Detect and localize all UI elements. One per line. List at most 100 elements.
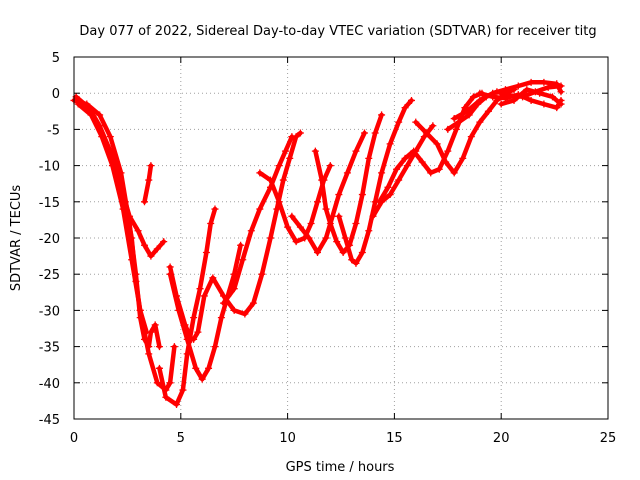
x-tick-label: 0 <box>70 431 78 446</box>
data-series <box>190 129 304 343</box>
x-tick-label: 15 <box>386 431 403 446</box>
data-point <box>181 321 189 329</box>
data-point <box>427 169 435 177</box>
data-series <box>70 96 163 351</box>
data-point <box>318 176 326 184</box>
data-point <box>140 241 148 249</box>
data-point <box>256 205 264 213</box>
data-point <box>202 248 210 256</box>
y-tick-label: -25 <box>39 268 60 283</box>
data-point <box>211 205 219 213</box>
data-point <box>476 118 484 126</box>
series-line <box>167 264 194 342</box>
x-axis-label: GPS time / hours <box>286 460 395 475</box>
data-point <box>322 234 330 242</box>
data-point <box>339 248 347 256</box>
data-point <box>459 154 467 162</box>
data-point <box>220 299 228 307</box>
y-tick-label: -45 <box>39 413 60 428</box>
data-point <box>85 104 93 112</box>
data-point <box>463 107 471 115</box>
data-series <box>140 162 155 206</box>
data-series <box>369 122 437 220</box>
data-point <box>465 111 473 119</box>
data-point <box>484 107 492 115</box>
data-series <box>375 89 486 206</box>
data-point <box>108 154 116 162</box>
data-point <box>540 78 548 86</box>
x-tick-label: 20 <box>493 431 510 446</box>
series-line <box>451 80 564 121</box>
data-point <box>476 89 484 97</box>
data-point <box>128 234 136 242</box>
y-tick-label: -10 <box>39 160 60 175</box>
data-series <box>335 96 415 267</box>
data-series <box>256 162 334 246</box>
data-point <box>523 86 531 94</box>
data-point <box>442 158 450 166</box>
data-point <box>132 277 140 285</box>
data-point <box>162 393 170 401</box>
data-point <box>358 248 366 256</box>
data-point <box>145 350 153 358</box>
data-point <box>429 122 437 130</box>
data-point <box>540 100 548 108</box>
data-point <box>365 154 373 162</box>
x-tick-label: 5 <box>177 431 185 446</box>
data-point <box>378 111 386 119</box>
data-point <box>553 104 561 112</box>
data-point <box>401 154 409 162</box>
data-series <box>450 78 565 123</box>
data-point <box>386 140 394 148</box>
data-point <box>220 292 228 300</box>
data-point <box>190 335 198 343</box>
data-point <box>476 96 484 104</box>
data-point <box>557 88 565 96</box>
x-tick-label: 25 <box>600 431 617 446</box>
data-point <box>241 310 249 318</box>
y-tick-label: -5 <box>47 123 60 138</box>
data-point <box>378 198 386 206</box>
data-point <box>452 125 460 133</box>
y-tick-labels: 5 0 -5 -10 -15 -20 -25 -30 -35 -40 -45 <box>39 51 60 428</box>
data-point <box>365 227 373 235</box>
data-point <box>209 274 217 282</box>
data-point <box>267 234 275 242</box>
data-point <box>279 176 287 184</box>
data-point <box>403 162 411 170</box>
chart-title: Day 077 of 2022, Sidereal Day-to-day VTE… <box>79 24 596 39</box>
data-series <box>311 111 386 256</box>
data-point <box>489 93 497 101</box>
data-point <box>544 83 552 91</box>
data-series <box>166 263 195 343</box>
data-point <box>333 238 341 246</box>
data-point <box>352 259 360 267</box>
data-point <box>450 169 458 177</box>
data-point <box>153 379 161 387</box>
data-point <box>314 198 322 206</box>
data-point <box>335 191 343 199</box>
data-point <box>275 198 283 206</box>
data-point <box>166 379 174 387</box>
data-point <box>190 314 198 322</box>
data-point <box>145 176 153 184</box>
data-point <box>311 147 319 155</box>
data-point <box>501 86 509 94</box>
data-point <box>96 111 104 119</box>
data-point <box>247 227 255 235</box>
data-point <box>454 118 462 126</box>
data-point <box>296 223 304 231</box>
data-point <box>305 234 313 242</box>
data-point <box>444 147 452 155</box>
series-line <box>257 163 333 244</box>
data-point <box>207 220 215 228</box>
data-point <box>326 162 334 170</box>
data-point <box>378 169 386 177</box>
x-tick-label: 10 <box>279 431 296 446</box>
data-point <box>435 165 443 173</box>
data-series <box>74 100 178 394</box>
y-tick-label: 0 <box>52 87 60 102</box>
data-point <box>267 176 275 184</box>
data-point <box>217 314 225 322</box>
